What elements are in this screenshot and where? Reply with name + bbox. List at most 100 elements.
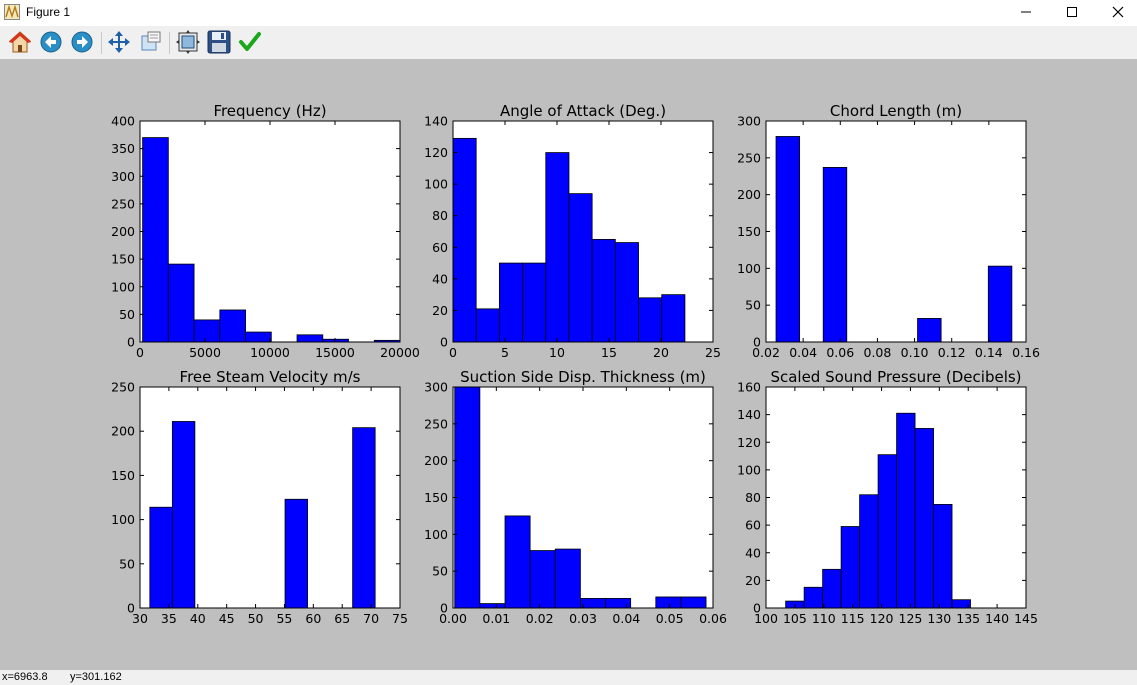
- histogram-6: 100 105 110 115 120 125 130 135 140 145 0 20 40 60 80 1…: [737, 368, 1038, 626]
- home-icon: [8, 31, 32, 53]
- histogram-bar: [296, 334, 324, 342]
- forward-button[interactable]: [69, 29, 95, 55]
- y-tick-label: 40: [432, 271, 448, 286]
- y-tick-label: 80: [745, 490, 761, 505]
- histogram-bar: [352, 427, 376, 608]
- y-tick-label: 120: [737, 435, 761, 450]
- bars: [454, 387, 707, 608]
- home-button[interactable]: [7, 29, 33, 55]
- y-tick-label: 150: [424, 490, 448, 505]
- histogram-bar: [454, 387, 481, 608]
- chart-title: Frequency (Hz): [213, 102, 326, 120]
- y-tick-label: 50: [432, 564, 448, 579]
- histogram-bar: [638, 297, 663, 342]
- y-tick-label: 350: [111, 141, 135, 156]
- toolbar-separator: [101, 32, 102, 54]
- histogram-bar: [554, 548, 581, 608]
- x-tick-label: 120: [870, 611, 894, 626]
- y-tick-label: 40: [745, 545, 761, 560]
- forward-arrow-icon: [71, 31, 93, 53]
- y-tick-label: 200: [737, 187, 761, 202]
- x-tick-label: 0.06: [699, 611, 727, 626]
- histogram-bar: [803, 586, 824, 608]
- histogram-bar: [917, 318, 942, 342]
- close-button[interactable]: [1095, 0, 1137, 24]
- y-tick-label: 200: [424, 453, 448, 468]
- chart-title: Chord Length (m): [830, 102, 962, 120]
- histogram-bar: [933, 504, 953, 608]
- y-tick-label: 140: [424, 114, 448, 129]
- histogram-bar: [896, 412, 916, 608]
- histogram-bar: [545, 152, 570, 342]
- y-tick-label: 60: [745, 518, 761, 533]
- minimize-button[interactable]: [1003, 0, 1049, 24]
- x-tick-label: 0.04: [789, 345, 817, 360]
- x-tick-label: 110: [812, 611, 836, 626]
- histogram-bar: [987, 265, 1013, 342]
- y-tick-label: 100: [424, 527, 448, 542]
- y-tick-label: 0: [127, 335, 135, 350]
- histogram-bar: [840, 526, 860, 608]
- x-tick-label: 130: [927, 611, 951, 626]
- histogram-bar: [245, 331, 272, 342]
- x-tick-label: 60: [305, 611, 321, 626]
- maximize-button[interactable]: [1049, 0, 1095, 24]
- chart-title: Angle of Attack (Deg.): [500, 102, 666, 120]
- x-tick-label: 40: [190, 611, 206, 626]
- minimize-icon: [1021, 11, 1031, 13]
- x-tick-label: 105: [783, 611, 807, 626]
- edit-axes-button[interactable]: [237, 29, 263, 55]
- x-tick-label: 45: [219, 611, 235, 626]
- y-tick-label: 200: [111, 224, 135, 239]
- y-tick-label: 100: [111, 279, 135, 294]
- histogram-bar: [580, 598, 606, 608]
- histogram-bar: [529, 550, 556, 608]
- y-tick-label: 150: [737, 224, 761, 239]
- x-tick-label: 0.06: [826, 345, 854, 360]
- configure-subplots-button[interactable]: [175, 29, 201, 55]
- pan-button[interactable]: [106, 29, 132, 55]
- zoom-button[interactable]: [138, 29, 164, 55]
- x-tick-label: 5000: [189, 345, 221, 360]
- floppy-disk-icon: [207, 30, 231, 54]
- x-tick-label: 5: [501, 345, 509, 360]
- subplots-icon: [176, 30, 200, 54]
- y-tick-label: 20: [745, 573, 761, 588]
- x-tick-label: 70: [363, 611, 379, 626]
- y-tick-label: 0: [753, 335, 761, 350]
- histogram-4: 30 35 40 45 50 55 60 65 70 75 0 50 100 150 200 250 Free …: [111, 368, 408, 626]
- x-tick-label: 0: [449, 345, 457, 360]
- bars: [142, 137, 400, 342]
- x-tick-label: 0.14: [975, 345, 1003, 360]
- chart-title: Suction Side Disp. Thickness (m): [460, 368, 706, 386]
- y-tick-label: 150: [111, 252, 135, 267]
- x-tick-label: 135: [956, 611, 980, 626]
- x-tick-label: 65: [334, 611, 350, 626]
- y-tick-label: 160: [737, 380, 761, 395]
- histogram-bar: [522, 262, 547, 342]
- window-title: Figure 1: [26, 5, 71, 19]
- y-tick-label: 0: [127, 601, 135, 616]
- back-button[interactable]: [38, 29, 64, 55]
- x-tick-label: 0.03: [569, 611, 597, 626]
- histogram-bar: [171, 421, 196, 608]
- save-button[interactable]: [206, 29, 232, 55]
- y-tick-label: 120: [424, 145, 448, 160]
- figure-canvas[interactable]: 0 5000 10000 15000 20000 0 50 100 150 200 250 300 35…: [0, 59, 1137, 670]
- window-titlebar: Figure 1: [0, 0, 1137, 26]
- y-tick-label: 100: [737, 462, 761, 477]
- histogram-bar: [193, 319, 221, 342]
- figure-app-icon: [4, 4, 20, 20]
- histogram-bar: [479, 603, 506, 608]
- bars: [149, 421, 376, 608]
- back-arrow-icon: [40, 31, 62, 53]
- y-tick-label: 50: [119, 307, 135, 322]
- x-tick-label: 0.02: [526, 611, 554, 626]
- y-tick-label: 300: [424, 380, 448, 395]
- histogram-1: 0 5000 10000 15000 20000 0 50 100 150 200 250 300 35…: [111, 102, 420, 360]
- bars: [785, 412, 971, 608]
- histogram-bar: [591, 238, 616, 342]
- checkmark-icon: [239, 32, 261, 51]
- histogram-bar: [680, 596, 707, 608]
- bars: [453, 137, 686, 342]
